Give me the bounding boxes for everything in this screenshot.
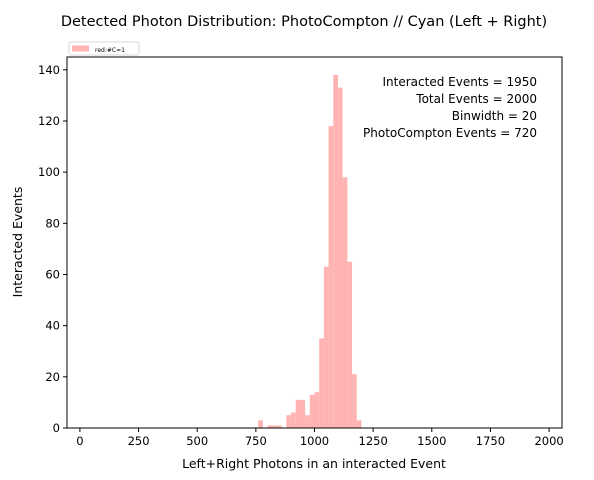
histogram-bar [319,338,324,428]
stats-annotations: Interacted Events = 1950 Total Events = 2… [363,75,537,140]
histogram-bar [342,177,348,428]
histogram-bar [295,399,301,428]
legend-frame [68,41,140,56]
y-tick-label: 100 [38,165,60,179]
y-tick-label: 140 [38,63,60,77]
histogram-bar [305,415,310,428]
y-tick-label: 0 [53,421,60,435]
histogram-bar [300,399,306,428]
histogram-bar [323,266,329,428]
x-tick-label: 2000 [534,434,563,448]
stats-annotation-line: Total Events = 2000 [415,92,537,106]
histogram-bar [347,261,353,428]
y-axis-label: Interacted Events [10,187,25,298]
histogram-bar [291,412,296,428]
stats-annotation-line: Binwidth = 20 [452,109,537,123]
x-axis-label: Left+Right Photons in an interacted Even… [182,456,446,471]
histogram-bar [337,87,343,429]
histogram-bar [328,126,334,428]
x-axis-ticks: 0 250 500 750 1000 1250 1500 1750 2000 [76,428,564,448]
x-tick-label: 1750 [476,434,505,448]
stats-annotation-line: Interacted Events = 1950 [383,75,538,89]
histogram-bar [356,420,362,428]
histogram-bar [272,425,277,428]
y-axis-ticks: 0 20 40 60 80 100 120 140 [38,63,67,435]
histogram-bar [267,425,273,428]
x-tick-label: 1000 [300,434,329,448]
x-tick-label: 500 [186,434,208,448]
histogram-bar [309,394,315,428]
x-tick-label: 750 [245,434,267,448]
x-tick-label: 1250 [359,434,388,448]
histogram-bar [314,392,320,428]
x-tick-label: 0 [76,434,83,448]
histogram-bar [333,74,338,429]
x-tick-label: 250 [128,434,150,448]
legend-label: red:#C=1 [95,47,125,54]
y-tick-label: 40 [45,319,60,333]
legend: red:#C=1 [68,41,140,56]
histogram-bar [286,415,292,428]
histogram-bar [258,420,263,428]
histogram-bar [352,374,357,428]
legend-swatch [72,45,89,52]
y-tick-label: 80 [45,216,60,230]
histogram-bars [258,74,362,429]
stats-annotation-line: PhotoCompton Events = 720 [363,126,537,140]
y-tick-label: 120 [38,114,60,128]
histogram-bar [276,425,282,428]
x-tick-label: 1500 [417,434,446,448]
y-tick-label: 60 [45,267,60,281]
y-tick-label: 20 [45,370,60,384]
chart-title: Detected Photon Distribution: PhotoCompt… [61,14,547,30]
